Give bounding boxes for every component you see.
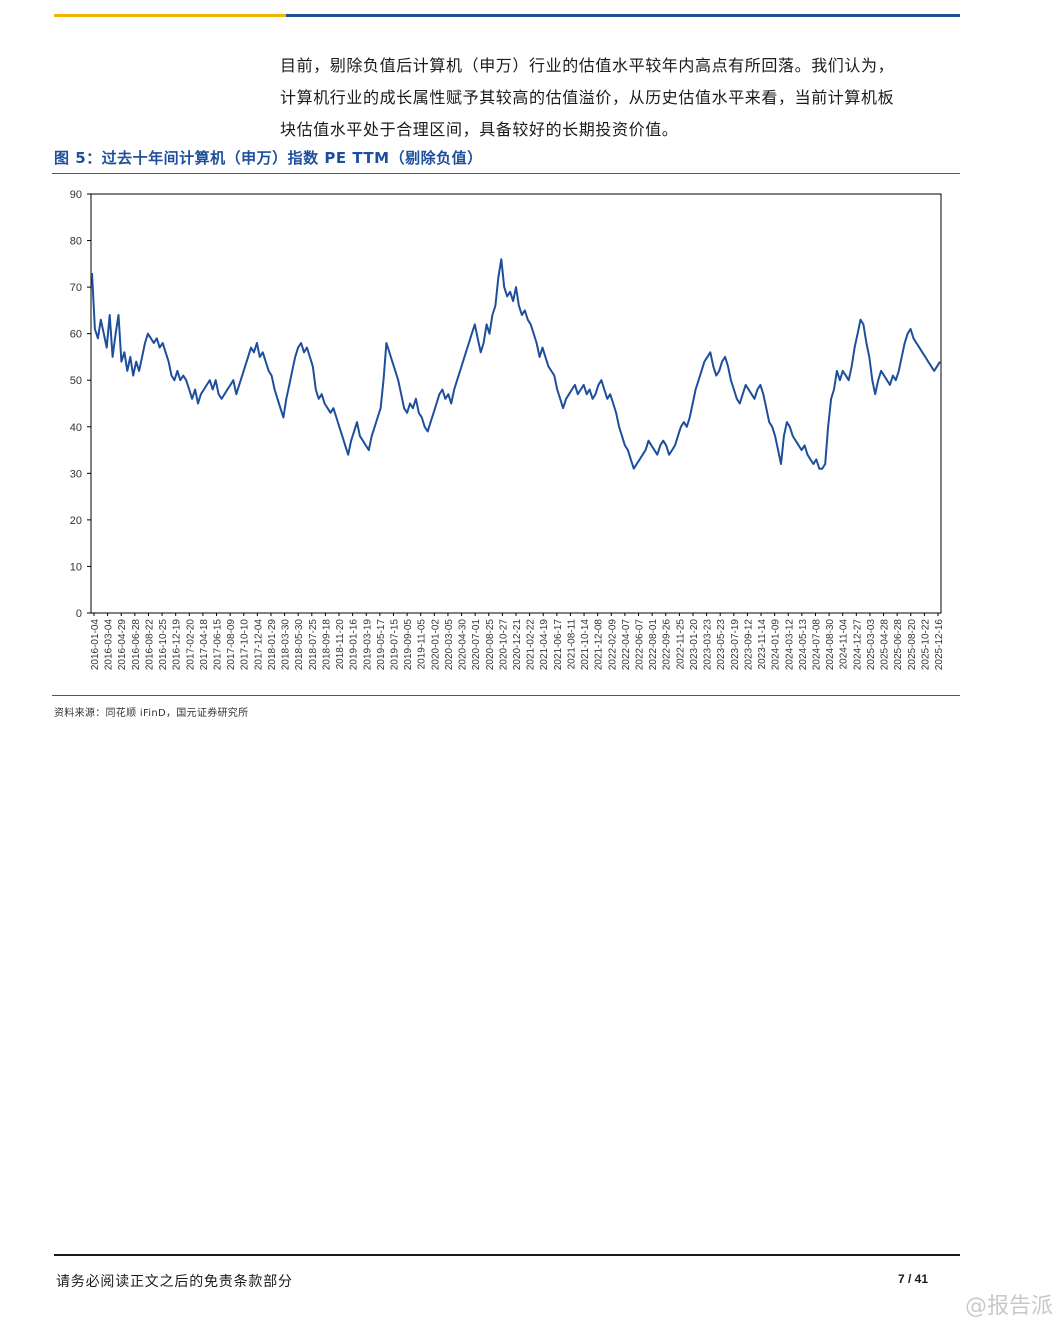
- paragraph-line: 计算机行业的成长属性赋予其较高的估值溢价，从历史估值水平来看，当前计算机板: [280, 88, 895, 107]
- x-tick-label: 2024-12-27: [852, 619, 863, 671]
- footer-rule: [54, 1254, 960, 1256]
- x-tick-label: 2017-02-20: [185, 619, 196, 671]
- figure-title: 图 5：过去十年间计算机（申万）指数 PE TTM（剔除负值）: [54, 149, 483, 167]
- x-tick-label: 2019-11-05: [417, 619, 428, 670]
- paragraph-line: 目前，剔除负值后计算机（申万）行业的估值水平较年内高点有所回落。我们认为，: [280, 56, 895, 75]
- x-tick-label: 2025-04-28: [880, 619, 891, 671]
- header-accent-gold: [54, 14, 286, 17]
- x-tick-label: 2017-08-09: [226, 619, 237, 671]
- x-tick-label: 2016-04-29: [117, 619, 128, 671]
- figure-source: 资料来源：同花顺 iFinD，国元证券研究所: [54, 708, 249, 719]
- x-tick-label: 2022-08-01: [648, 619, 659, 671]
- y-tick-label: 30: [70, 468, 82, 480]
- y-tick-label: 90: [70, 189, 82, 201]
- x-tick-label: 2018-01-29: [267, 619, 278, 671]
- figure-top-rule: [52, 173, 960, 174]
- x-tick-label: 2024-11-04: [839, 619, 850, 670]
- header-accent-bar: [54, 14, 960, 17]
- x-tick-label: 2020-12-21: [512, 619, 523, 671]
- x-tick-label: 2017-06-15: [213, 619, 224, 671]
- footer-disclaimer: 请务必阅读正文之后的免责条款部分: [56, 1274, 293, 1290]
- y-tick-label: 60: [70, 329, 82, 341]
- series-line: [91, 258, 941, 470]
- body-paragraph: 目前，剔除负值后计算机（申万）行业的估值水平较年内高点有所回落。我们认为， 计算…: [280, 50, 970, 146]
- x-tick-label: 2022-04-07: [621, 619, 632, 671]
- y-tick-label: 10: [70, 561, 82, 573]
- x-tick-label: 2017-12-04: [253, 619, 264, 671]
- x-tick-label: 2021-02-22: [526, 619, 537, 671]
- x-tick-label: 2022-09-26: [662, 619, 673, 671]
- x-tick-label: 2019-05-17: [376, 619, 387, 671]
- x-tick-label: 2025-12-16: [934, 619, 945, 671]
- y-tick-label: 20: [70, 515, 82, 527]
- x-tick-label: 2016-01-04: [90, 619, 101, 671]
- x-tick-label: 2022-06-07: [635, 619, 646, 671]
- x-tick-label: 2021-08-11: [566, 619, 577, 670]
- x-tick-label: 2017-10-10: [240, 619, 251, 671]
- x-tick-label: 2023-03-23: [703, 619, 714, 671]
- x-tick-label: 2024-03-12: [784, 619, 795, 671]
- x-tick-label: 2023-01-20: [689, 619, 700, 671]
- x-tick-label: 2019-01-16: [349, 619, 360, 671]
- x-tick-label: 2024-07-08: [811, 619, 822, 671]
- header-accent-blue: [286, 14, 960, 17]
- x-tick-label: 2023-07-19: [730, 619, 741, 671]
- x-tick-label: 2016-06-28: [131, 619, 142, 671]
- x-tick-label: 2025-03-03: [866, 619, 877, 671]
- x-tick-label: 2020-03-05: [444, 619, 455, 671]
- y-tick-label: 80: [70, 236, 82, 248]
- x-tick-label: 2022-02-09: [607, 619, 618, 671]
- x-tick-label: 2019-03-19: [362, 619, 373, 671]
- x-tick-label: 2020-10-27: [498, 619, 509, 671]
- x-tick-label: 2016-03-04: [104, 619, 115, 671]
- y-tick-label: 40: [70, 422, 82, 434]
- x-tick-label: 2024-01-09: [771, 619, 782, 671]
- figure-bottom-rule: [52, 695, 960, 696]
- watermark: @报告派: [964, 1294, 1053, 1319]
- paragraph-line: 块估值水平处于合理区间，具备较好的长期投资价值。: [280, 120, 679, 139]
- x-tick-label: 2025-06-28: [893, 619, 904, 671]
- x-tick-label: 2018-09-18: [321, 619, 332, 671]
- x-tick-label: 2019-09-05: [403, 619, 414, 671]
- x-tick-label: 2016-08-22: [144, 619, 155, 671]
- x-tick-label: 2024-08-30: [825, 619, 836, 671]
- y-tick-label: 0: [76, 608, 82, 620]
- x-tick-label: 2016-10-25: [158, 619, 169, 671]
- x-tick-label: 2018-07-25: [308, 619, 319, 671]
- x-tick-label: 2018-03-30: [281, 619, 292, 671]
- x-tick-label: 2020-08-25: [485, 619, 496, 671]
- x-tick-label: 2023-05-23: [716, 619, 727, 671]
- x-tick-label: 2020-01-02: [430, 619, 441, 671]
- x-tick-label: 2025-08-20: [907, 619, 918, 671]
- y-tick-label: 70: [70, 282, 82, 294]
- x-tick-label: 2023-09-12: [743, 619, 754, 671]
- page-number: 7 / 41: [897, 1272, 928, 1286]
- x-tick-label: 2019-07-15: [389, 619, 400, 671]
- x-tick-label: 2025-10-22: [920, 619, 931, 671]
- x-tick-label: 2020-04-30: [458, 619, 469, 671]
- x-tick-label: 2024-05-13: [798, 619, 809, 671]
- x-tick-label: 2018-11-20: [335, 619, 346, 670]
- x-tick-label: 2017-04-18: [199, 619, 210, 671]
- x-tick-label: 2022-11-25: [675, 619, 686, 670]
- x-tick-label: 2021-10-14: [580, 619, 591, 671]
- x-tick-label: 2021-04-19: [539, 619, 550, 671]
- x-tick-label: 2021-06-17: [553, 619, 564, 671]
- x-tick-label: 2023-11-14: [757, 619, 768, 670]
- x-tick-label: 2020-07-01: [471, 619, 482, 671]
- x-tick-label: 2021-12-08: [594, 619, 605, 671]
- x-tick-label: 2018-05-30: [294, 619, 305, 671]
- plot-frame: [90, 193, 942, 614]
- y-tick-label: 50: [70, 375, 82, 387]
- x-tick-label: 2016-12-19: [172, 619, 183, 671]
